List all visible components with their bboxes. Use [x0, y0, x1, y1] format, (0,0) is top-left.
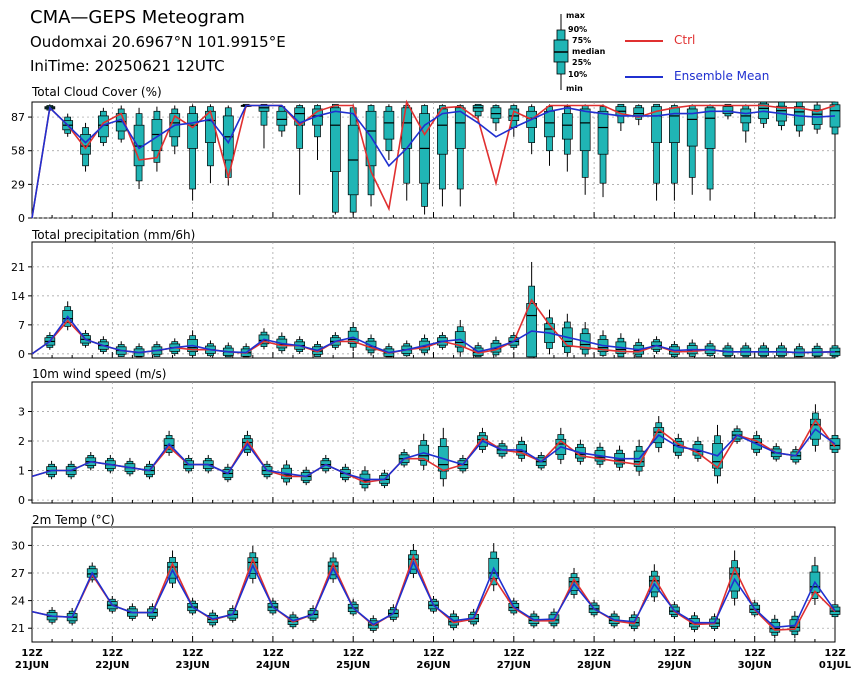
y-tick-label: 7: [18, 319, 25, 332]
y-tick-label: 3: [18, 406, 25, 419]
box-inner: [633, 107, 645, 117]
y-tick-label: 27: [11, 567, 25, 580]
box-legend-75: 75%: [572, 36, 592, 45]
box-inner: [651, 106, 662, 143]
panel-frame: [31, 241, 836, 359]
ctrl-series-line: [31, 418, 836, 484]
x-tick-label-hour: 12Z: [584, 648, 605, 659]
box-inner: [508, 108, 520, 121]
box-outer: [653, 103, 660, 184]
y-tick-label: 30: [11, 539, 25, 552]
legend-ctrl-label: Ctrl: [674, 33, 696, 47]
box-legend-10: 10%: [568, 70, 588, 79]
x-tick-label-hour: 12Z: [824, 648, 845, 659]
x-tick-label-date: 23JUN: [176, 660, 210, 671]
y-tick-label: 21: [11, 622, 25, 635]
legend-mean-label: Ensemble Mean: [674, 69, 770, 83]
x-tick-label-date: 30JUN: [738, 660, 772, 671]
mean-series-line: [31, 559, 836, 629]
x-tick-label-hour: 12Z: [744, 648, 765, 659]
box-inner: [80, 134, 91, 155]
box-legend-90: 90%: [568, 25, 588, 34]
panel-title-wind: 10m wind speed (m/s): [32, 367, 167, 381]
box-inner: [704, 107, 716, 149]
mean-series-line: [31, 104, 836, 219]
ctrl-series-line: [31, 99, 836, 219]
box-inner: [526, 303, 537, 358]
x-tick-label-date: 28JUN: [577, 660, 611, 671]
x-tick-label-date: 22JUN: [95, 660, 129, 671]
y-tick-label: 58: [11, 145, 25, 158]
y-tick-label: 24: [11, 595, 25, 608]
box-inner: [722, 106, 734, 114]
x-tick-label-date: 24JUN: [256, 660, 290, 671]
box-inner: [187, 113, 198, 149]
box-inner: [561, 113, 573, 140]
mean-series-line: [31, 315, 836, 355]
panel-title-cloud: Total Cloud Cover (%): [32, 85, 162, 99]
x-tick-label-hour: 12Z: [423, 648, 444, 659]
x-tick-label-date: 01JUL: [819, 660, 852, 671]
x-tick-label-hour: 12Z: [21, 648, 42, 659]
x-tick-label-date: 21JUN: [15, 660, 49, 671]
box-inner: [597, 110, 609, 155]
y-tick-label: 0: [18, 348, 25, 361]
x-tick-label-date: 25JUN: [336, 660, 370, 671]
x-tick-label-hour: 12Z: [182, 648, 203, 659]
box-outer: [296, 105, 304, 149]
x-tick-label-date: 27JUN: [497, 660, 531, 671]
x-tick-label-date: 26JUN: [416, 660, 450, 671]
x-tick-label-hour: 12Z: [503, 648, 524, 659]
y-tick-label: 29: [11, 178, 25, 191]
init-time-label: IniTime: 20250621 12UTC: [30, 57, 225, 75]
legend-mean-swatch: [625, 76, 663, 78]
box-inner: [222, 115, 234, 161]
x-tick-label-hour: 12Z: [262, 648, 283, 659]
box-inner: [686, 108, 698, 147]
box-legend-25: 25%: [572, 58, 592, 67]
x-tick-label-hour: 12Z: [343, 648, 364, 659]
y-tick-label: 0: [18, 212, 25, 225]
mean-series-line: [31, 428, 836, 481]
box-inner: [365, 110, 377, 167]
box-legend-min: min: [566, 84, 583, 93]
box-inner: [330, 107, 341, 172]
box-outer: [260, 103, 268, 126]
box-legend-median: median: [572, 47, 606, 56]
x-tick-label-hour: 12Z: [664, 648, 685, 659]
chart-title: CMA—GEPS Meteogram: [30, 7, 245, 28]
box-inner: [276, 110, 288, 126]
location-label: Oudomxai 20.6967°N 101.9915°E: [30, 33, 286, 51]
box-inner: [454, 107, 466, 149]
panel-title-temp: 2m Temp (°C): [32, 513, 115, 527]
box-inner: [401, 107, 413, 149]
y-tick-label: 21: [11, 261, 25, 274]
y-tick-label: 87: [11, 111, 25, 124]
box-outer: [671, 105, 678, 184]
y-tick-label: 0: [18, 494, 25, 507]
x-tick-label-date: 29JUN: [657, 660, 691, 671]
panel-title-precip: Total precipitation (mm/6h): [32, 228, 196, 242]
y-tick-label: 14: [11, 290, 25, 303]
y-tick-label: 2: [18, 435, 25, 448]
box-inner: [98, 115, 109, 138]
box-legend-icon: [553, 14, 569, 90]
y-tick-label: 1: [18, 465, 25, 478]
legend-ctrl-swatch: [625, 40, 663, 42]
box-inner: [383, 110, 395, 140]
x-tick-label-hour: 12Z: [102, 648, 123, 659]
box-inner: [544, 110, 555, 138]
box-inner: [579, 108, 591, 152]
box-legend-max: max: [566, 11, 585, 20]
